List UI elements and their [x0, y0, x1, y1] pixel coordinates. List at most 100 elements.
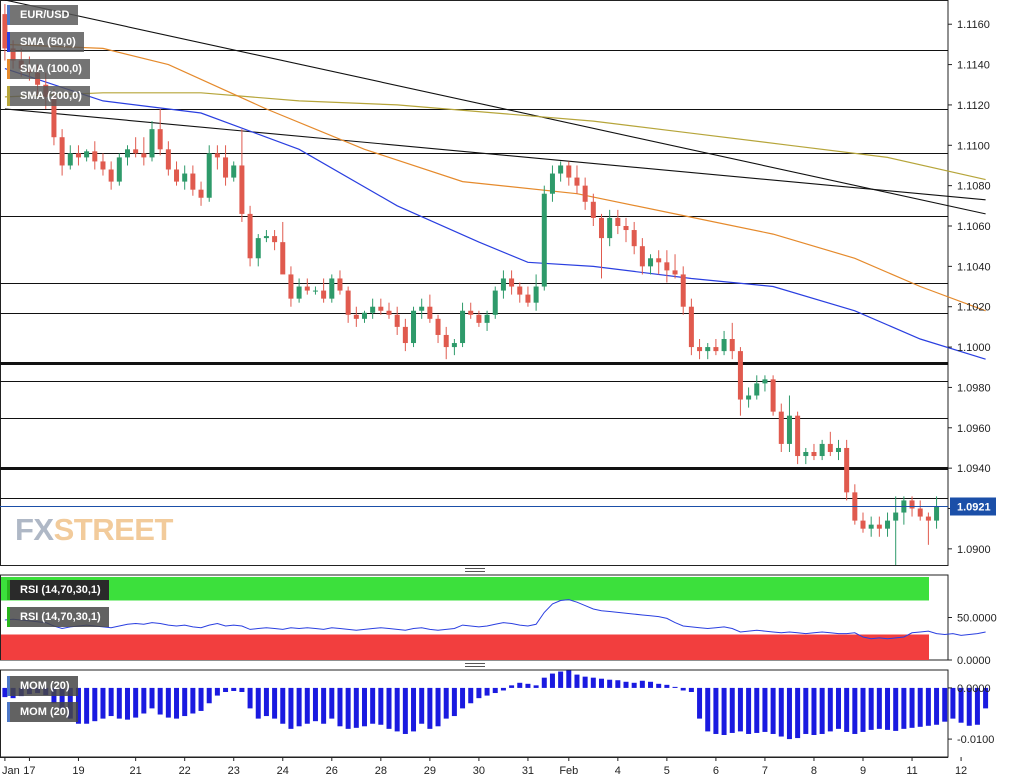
- candle-body-76: [623, 226, 629, 231]
- price-tick-label-0: 1.1160: [957, 19, 990, 31]
- candle-body-6: [51, 96, 57, 138]
- sma100-line: [4, 43, 986, 312]
- candle-body-87: [713, 347, 719, 352]
- mom-bar-72: [590, 677, 596, 688]
- sma50-line: [4, 68, 986, 360]
- candle-body-92: [754, 383, 760, 396]
- sma200-line: [4, 92, 986, 181]
- mom-bar-43: [353, 687, 359, 728]
- candle-body-61: [500, 278, 506, 291]
- candle-body-81: [664, 262, 670, 271]
- mom-bar-113: [925, 687, 931, 726]
- candle-body-107: [876, 524, 882, 529]
- price-pane[interactable]: [0, 0, 986, 566]
- mom-bar-115: [942, 687, 948, 722]
- mom-bar-56: [460, 687, 466, 709]
- mom-bar-108: [885, 687, 891, 730]
- mom-bar-60: [492, 687, 498, 694]
- rsi-pane[interactable]: [0, 574, 986, 661]
- mom-bar-51: [419, 687, 425, 724]
- sma50-label[interactable]: SMA (50,0): [7, 32, 84, 52]
- candle-body-65: [533, 286, 539, 303]
- candle-body-11: [92, 151, 98, 162]
- mom-bar-26: [214, 687, 220, 696]
- candle-body-33: [272, 236, 278, 243]
- sma200-label[interactable]: SMA (200,0): [7, 86, 90, 106]
- price-tick-label-9: 1.0980: [957, 382, 991, 394]
- mom-bar-49: [402, 687, 408, 734]
- candle-body-98: [803, 452, 809, 457]
- mom-bar-57: [468, 687, 474, 704]
- candle-body-99: [811, 452, 817, 457]
- mom-bar-95: [778, 687, 784, 737]
- candle-body-27: [223, 157, 229, 178]
- mom-bar-17: [141, 687, 147, 714]
- price-tick-label-3: 1.1100: [957, 140, 990, 152]
- mom-bar-20: [165, 687, 171, 718]
- candle-body-18: [149, 129, 155, 158]
- x-tick-label-9: 29: [424, 765, 436, 777]
- rsi-pane-resize-handle-2[interactable]: [465, 571, 485, 572]
- candle-body-88: [721, 339, 727, 352]
- candle-body-74: [607, 217, 613, 239]
- mom-bar-7: [59, 687, 65, 709]
- mom-bar-24: [198, 687, 204, 711]
- candle-body-68: [558, 165, 564, 174]
- mom-bar-97: [795, 687, 801, 739]
- mom-bar-104: [852, 687, 858, 734]
- candle-body-56: [460, 310, 466, 344]
- mom-bar-23: [190, 687, 196, 714]
- mom-bar-34: [280, 687, 286, 724]
- candle-body-97: [795, 415, 801, 457]
- candle-body-60: [492, 290, 498, 315]
- sma100-label[interactable]: SMA (100,0): [7, 59, 90, 79]
- candle-body-34: [280, 242, 286, 275]
- mom-bar-69: [566, 670, 572, 688]
- price-tick-label-2: 1.1120: [957, 100, 990, 112]
- candle-body-109: [893, 512, 899, 521]
- mom-bar-52: [427, 687, 433, 729]
- mom-pane[interactable]: [0, 669, 989, 758]
- mom-bar-112: [917, 687, 923, 727]
- candle-body-29: [239, 165, 245, 214]
- mom-bar-46: [378, 687, 384, 725]
- rsi-tick-label-1: 0.0000: [957, 655, 991, 667]
- candle-body-96: [786, 415, 792, 444]
- mom-bar-90: [737, 687, 743, 732]
- mom-bar-10: [84, 687, 90, 724]
- mom-bar-92: [754, 687, 760, 733]
- candle-body-105: [860, 520, 866, 529]
- candle-body-49: [402, 326, 408, 344]
- mom-bar-54: [443, 687, 449, 719]
- mom-bar-64: [525, 683, 531, 688]
- mom-bar-109: [893, 687, 899, 731]
- price-tick-label-8: 1.1000: [957, 342, 991, 354]
- candle-body-94: [770, 379, 776, 412]
- candle-body-30: [247, 213, 253, 259]
- mom-bar-21: [174, 687, 180, 719]
- rsi-tick-label-0: 50.0000: [957, 613, 997, 625]
- rsi-label-primary[interactable]: RSI (14,70,30,1): [7, 580, 109, 600]
- mom-bar-32: [263, 687, 269, 717]
- candle-body-111: [909, 500, 915, 509]
- rsi-label-secondary[interactable]: RSI (14,70,30,1): [7, 607, 109, 627]
- mom-bar-53: [435, 687, 441, 727]
- rsi-pane-resize-handle[interactable]: [465, 568, 485, 569]
- mom-label-secondary[interactable]: MOM (20): [7, 702, 78, 722]
- mom-bar-42: [345, 687, 351, 729]
- candle-body-25: [206, 153, 212, 198]
- candle-body-42: [345, 290, 351, 315]
- candle-body-91: [746, 395, 752, 400]
- price-tick-label-10: 1.0960: [957, 423, 991, 435]
- candle-body-100: [819, 443, 825, 457]
- mom-pane-resize-handle-2[interactable]: [465, 666, 485, 667]
- candle-body-39: [321, 290, 327, 299]
- mom-label-primary[interactable]: MOM (20): [7, 676, 78, 696]
- candle-body-45: [370, 306, 376, 313]
- mom-bar-82: [672, 686, 678, 688]
- candle-body-72: [590, 201, 596, 218]
- mom-pane-resize-handle[interactable]: [465, 663, 485, 664]
- mom-bar-65: [533, 685, 539, 688]
- symbol-label[interactable]: EUR/USD: [7, 5, 78, 25]
